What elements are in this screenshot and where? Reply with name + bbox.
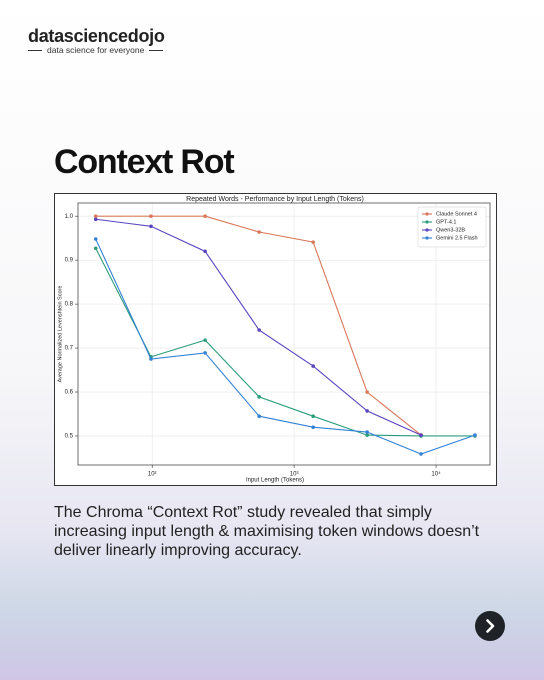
y-tick-label: 0.5 [65, 434, 74, 440]
y-tick-label: 1.0 [65, 214, 74, 220]
data-point [93, 237, 98, 241]
page-title: Context Rot [54, 143, 235, 181]
legend-label: Qwen3-32B [436, 227, 465, 233]
data-point [93, 214, 98, 218]
y-axis-label: Average Normalized Levenshtein Score [57, 286, 63, 383]
legend-label: Gemini 2.5 Flash [436, 235, 478, 241]
legend-marker [425, 212, 429, 216]
series-line [95, 248, 475, 437]
data-point [419, 433, 423, 437]
data-point [203, 249, 207, 254]
data-point [257, 414, 261, 419]
data-point [149, 224, 153, 229]
data-point [203, 214, 207, 218]
data-point [311, 425, 315, 429]
series-line [95, 215, 422, 436]
data-point [311, 364, 315, 368]
x-axis-label: Input Length (Tokens) [246, 478, 304, 484]
data-point [419, 452, 423, 456]
legend-box [417, 206, 487, 248]
data-point [365, 390, 369, 394]
series-line [95, 238, 476, 455]
data-point [473, 433, 477, 437]
x-tick-label: 10³ [290, 472, 299, 478]
data-point [365, 433, 369, 437]
next-button[interactable] [475, 611, 507, 643]
data-point [257, 328, 261, 332]
legend-marker [425, 220, 429, 224]
data-point [365, 430, 369, 434]
chart-title: Repeated Words - Performance by Input Le… [186, 196, 364, 203]
series-line [95, 218, 422, 436]
plot-frame [77, 202, 491, 466]
y-tick-label: 0.6 [65, 390, 74, 396]
y-tick-label: 0.7 [65, 346, 74, 352]
data-point [311, 414, 315, 419]
chart: Repeated Words - Performance by Input Le… [54, 193, 497, 486]
data-point [149, 357, 153, 361]
data-point [257, 230, 261, 234]
legend-marker [425, 228, 429, 232]
y-tick-label: 0.9 [65, 258, 74, 264]
legend-label: GPT-4.1 [436, 219, 456, 225]
y-tick-label: 0.8 [65, 302, 74, 308]
x-tick-label: 10² [148, 472, 157, 478]
brand: datasciencedojo [28, 26, 165, 46]
data-point [203, 338, 207, 342]
data-point [93, 246, 98, 251]
data-point [365, 409, 369, 413]
data-point [203, 351, 207, 355]
chart-frame [54, 193, 497, 486]
data-point [149, 214, 153, 218]
data-point [93, 217, 98, 222]
legend-label: Claude Sonnet 4 [436, 211, 477, 217]
legend-marker [425, 236, 429, 240]
data-point [311, 240, 315, 244]
body-text: The Chroma “Context Rot” study revealed … [54, 504, 480, 559]
tagline: data science for everyone [28, 45, 163, 55]
data-point [257, 395, 261, 399]
x-tick-label: 10⁴ [431, 471, 441, 478]
